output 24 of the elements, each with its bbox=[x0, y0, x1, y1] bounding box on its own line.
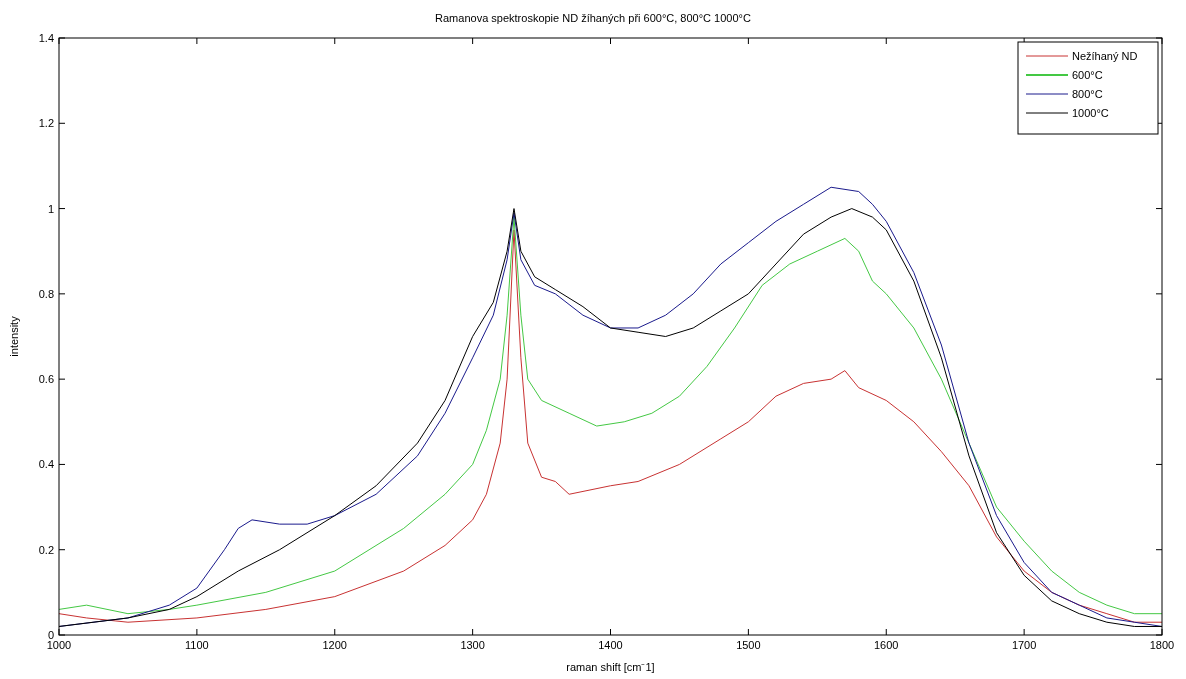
y-axis-title: intensity bbox=[8, 315, 20, 357]
x-axis-title: raman shift [cm⁻1] bbox=[566, 661, 655, 673]
legend-label: 800°C bbox=[1072, 88, 1103, 100]
x-tick-label: 1500 bbox=[736, 639, 761, 651]
x-tick-label: 1200 bbox=[322, 639, 347, 651]
y-tick-label: 0.8 bbox=[38, 287, 54, 300]
y-tick-label: 1.2 bbox=[38, 117, 54, 130]
y-tick-label: 0.4 bbox=[38, 458, 54, 471]
legend-label: Nežíhaný ND bbox=[1072, 50, 1138, 62]
chart-title: Ramanova spektroskopie ND žíhaných při 600°C, 800°C 1000°C bbox=[435, 12, 751, 24]
y-tick-label: 0.2 bbox=[38, 543, 54, 556]
legend-label: 1000°C bbox=[1072, 107, 1109, 119]
x-tick-label: 1700 bbox=[1011, 639, 1037, 651]
x-tick-label: 1300 bbox=[460, 639, 485, 651]
y-tick-label: 0.6 bbox=[38, 373, 54, 386]
y-tick-label: 1.4 bbox=[38, 32, 54, 44]
x-tick-label: 1600 bbox=[874, 639, 899, 651]
legend-label: 600°C bbox=[1072, 69, 1103, 81]
x-tick-label: 1400 bbox=[598, 639, 623, 651]
x-tick-label: 1000 bbox=[46, 639, 72, 651]
y-tick-label: 1 bbox=[47, 202, 54, 215]
x-tick-label: 1100 bbox=[185, 639, 209, 651]
x-tick-label: 1800 bbox=[1149, 639, 1175, 651]
y-tick-label: 0 bbox=[47, 629, 54, 641]
